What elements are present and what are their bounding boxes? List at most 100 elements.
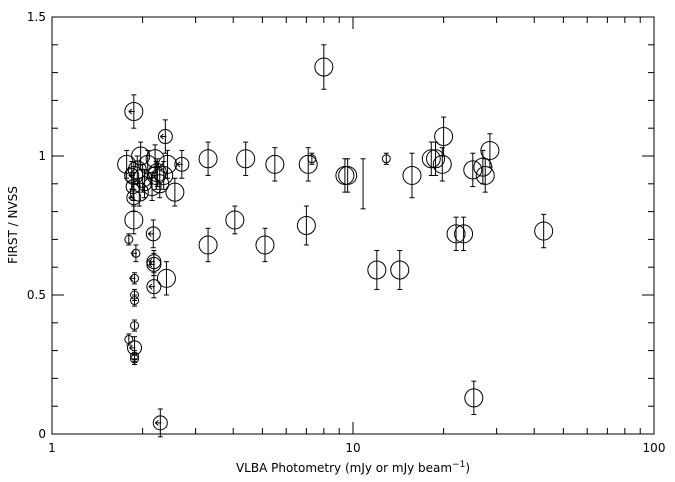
data-point — [130, 352, 140, 365]
point-marker — [145, 226, 161, 242]
point-marker — [225, 210, 245, 230]
data-point — [314, 44, 334, 90]
data-point — [154, 161, 174, 190]
point-marker — [426, 149, 446, 169]
data-point — [198, 227, 218, 263]
point-marker — [129, 182, 149, 202]
limit-arrow-head — [176, 161, 181, 168]
point-marker — [446, 224, 466, 244]
point-marker — [174, 156, 190, 172]
point-marker — [157, 129, 173, 145]
point-marker — [165, 182, 185, 202]
point-marker — [146, 279, 162, 295]
point-marker — [142, 177, 162, 197]
point-marker — [150, 174, 170, 194]
x-axis-label: VLBA Photometry (mJy or mJy beam−1) — [236, 460, 470, 475]
data-point — [157, 119, 173, 154]
point-marker — [130, 354, 140, 364]
axis-ticks: 1 10 100 0 0.5 1 1.5 — [27, 10, 666, 455]
data-point — [381, 152, 391, 165]
point-marker — [124, 234, 134, 244]
limit-arrow-head — [147, 230, 152, 237]
data-point — [255, 227, 275, 263]
y-axis-label: FIRST / NVSS — [6, 186, 20, 264]
point-marker — [390, 260, 410, 280]
point-marker — [198, 235, 218, 255]
y-tick-label: 0 — [38, 427, 46, 441]
data-point — [124, 94, 144, 129]
data-point — [464, 380, 484, 416]
point-marker — [421, 149, 441, 169]
data-point — [296, 205, 316, 246]
point-marker — [117, 154, 137, 174]
point-marker — [146, 256, 162, 272]
data-point — [145, 219, 161, 249]
point-marker — [158, 154, 178, 174]
point-marker — [145, 149, 165, 169]
x-tick-label: 10 — [345, 441, 360, 455]
limit-arrow-head — [128, 108, 133, 115]
data-point — [432, 147, 452, 182]
point-marker — [130, 321, 140, 331]
point-marker — [255, 235, 275, 255]
limit-arrow-head — [148, 261, 153, 268]
data-point — [165, 177, 185, 207]
point-marker — [480, 140, 500, 160]
point-marker — [381, 154, 391, 164]
data-points — [117, 44, 554, 438]
point-marker — [296, 216, 316, 235]
point-marker — [198, 149, 218, 169]
data-point — [124, 205, 144, 235]
limit-arrow-head — [160, 133, 164, 140]
limit-arrow-head — [129, 344, 133, 351]
point-marker — [130, 296, 140, 306]
point-marker — [265, 154, 285, 174]
data-point — [298, 147, 318, 182]
data-point — [463, 152, 483, 188]
data-point — [130, 244, 141, 263]
data-point — [156, 261, 176, 296]
data-point — [124, 233, 134, 246]
data-point — [225, 205, 245, 235]
point-marker — [124, 102, 144, 122]
y-tick-label: 1.5 — [27, 10, 46, 24]
point-marker — [298, 154, 318, 174]
point-marker — [432, 154, 452, 174]
data-point — [198, 141, 218, 176]
point-marker — [454, 224, 474, 244]
point-marker — [156, 268, 176, 288]
data-point — [480, 133, 500, 168]
data-point — [174, 149, 190, 179]
point-marker — [534, 221, 554, 241]
data-point — [236, 141, 256, 176]
limit-arrow-head — [154, 419, 159, 426]
point-marker — [126, 190, 142, 206]
data-point — [421, 141, 441, 176]
point-marker — [146, 165, 166, 185]
x-tick-label: 1 — [48, 441, 56, 455]
point-marker — [124, 210, 144, 230]
data-point — [454, 216, 474, 252]
data-point — [338, 158, 358, 193]
point-marker — [367, 260, 387, 280]
point-marker — [463, 160, 483, 180]
limit-arrow-head — [129, 275, 133, 282]
data-point — [265, 147, 285, 182]
point-marker — [338, 165, 358, 185]
point-marker — [475, 165, 495, 185]
data-point — [130, 294, 140, 307]
data-point — [129, 272, 140, 285]
data-point — [367, 250, 387, 290]
point-marker — [434, 127, 454, 147]
data-point — [534, 213, 554, 249]
point-marker — [464, 388, 484, 408]
plot-frame — [51, 16, 655, 435]
point-marker — [314, 57, 334, 77]
y-tick-label: 1 — [38, 149, 46, 163]
x-tick-label: 100 — [643, 441, 666, 455]
point-marker — [402, 165, 422, 185]
data-point — [152, 408, 168, 438]
point-marker — [154, 165, 174, 185]
data-point — [129, 177, 149, 207]
